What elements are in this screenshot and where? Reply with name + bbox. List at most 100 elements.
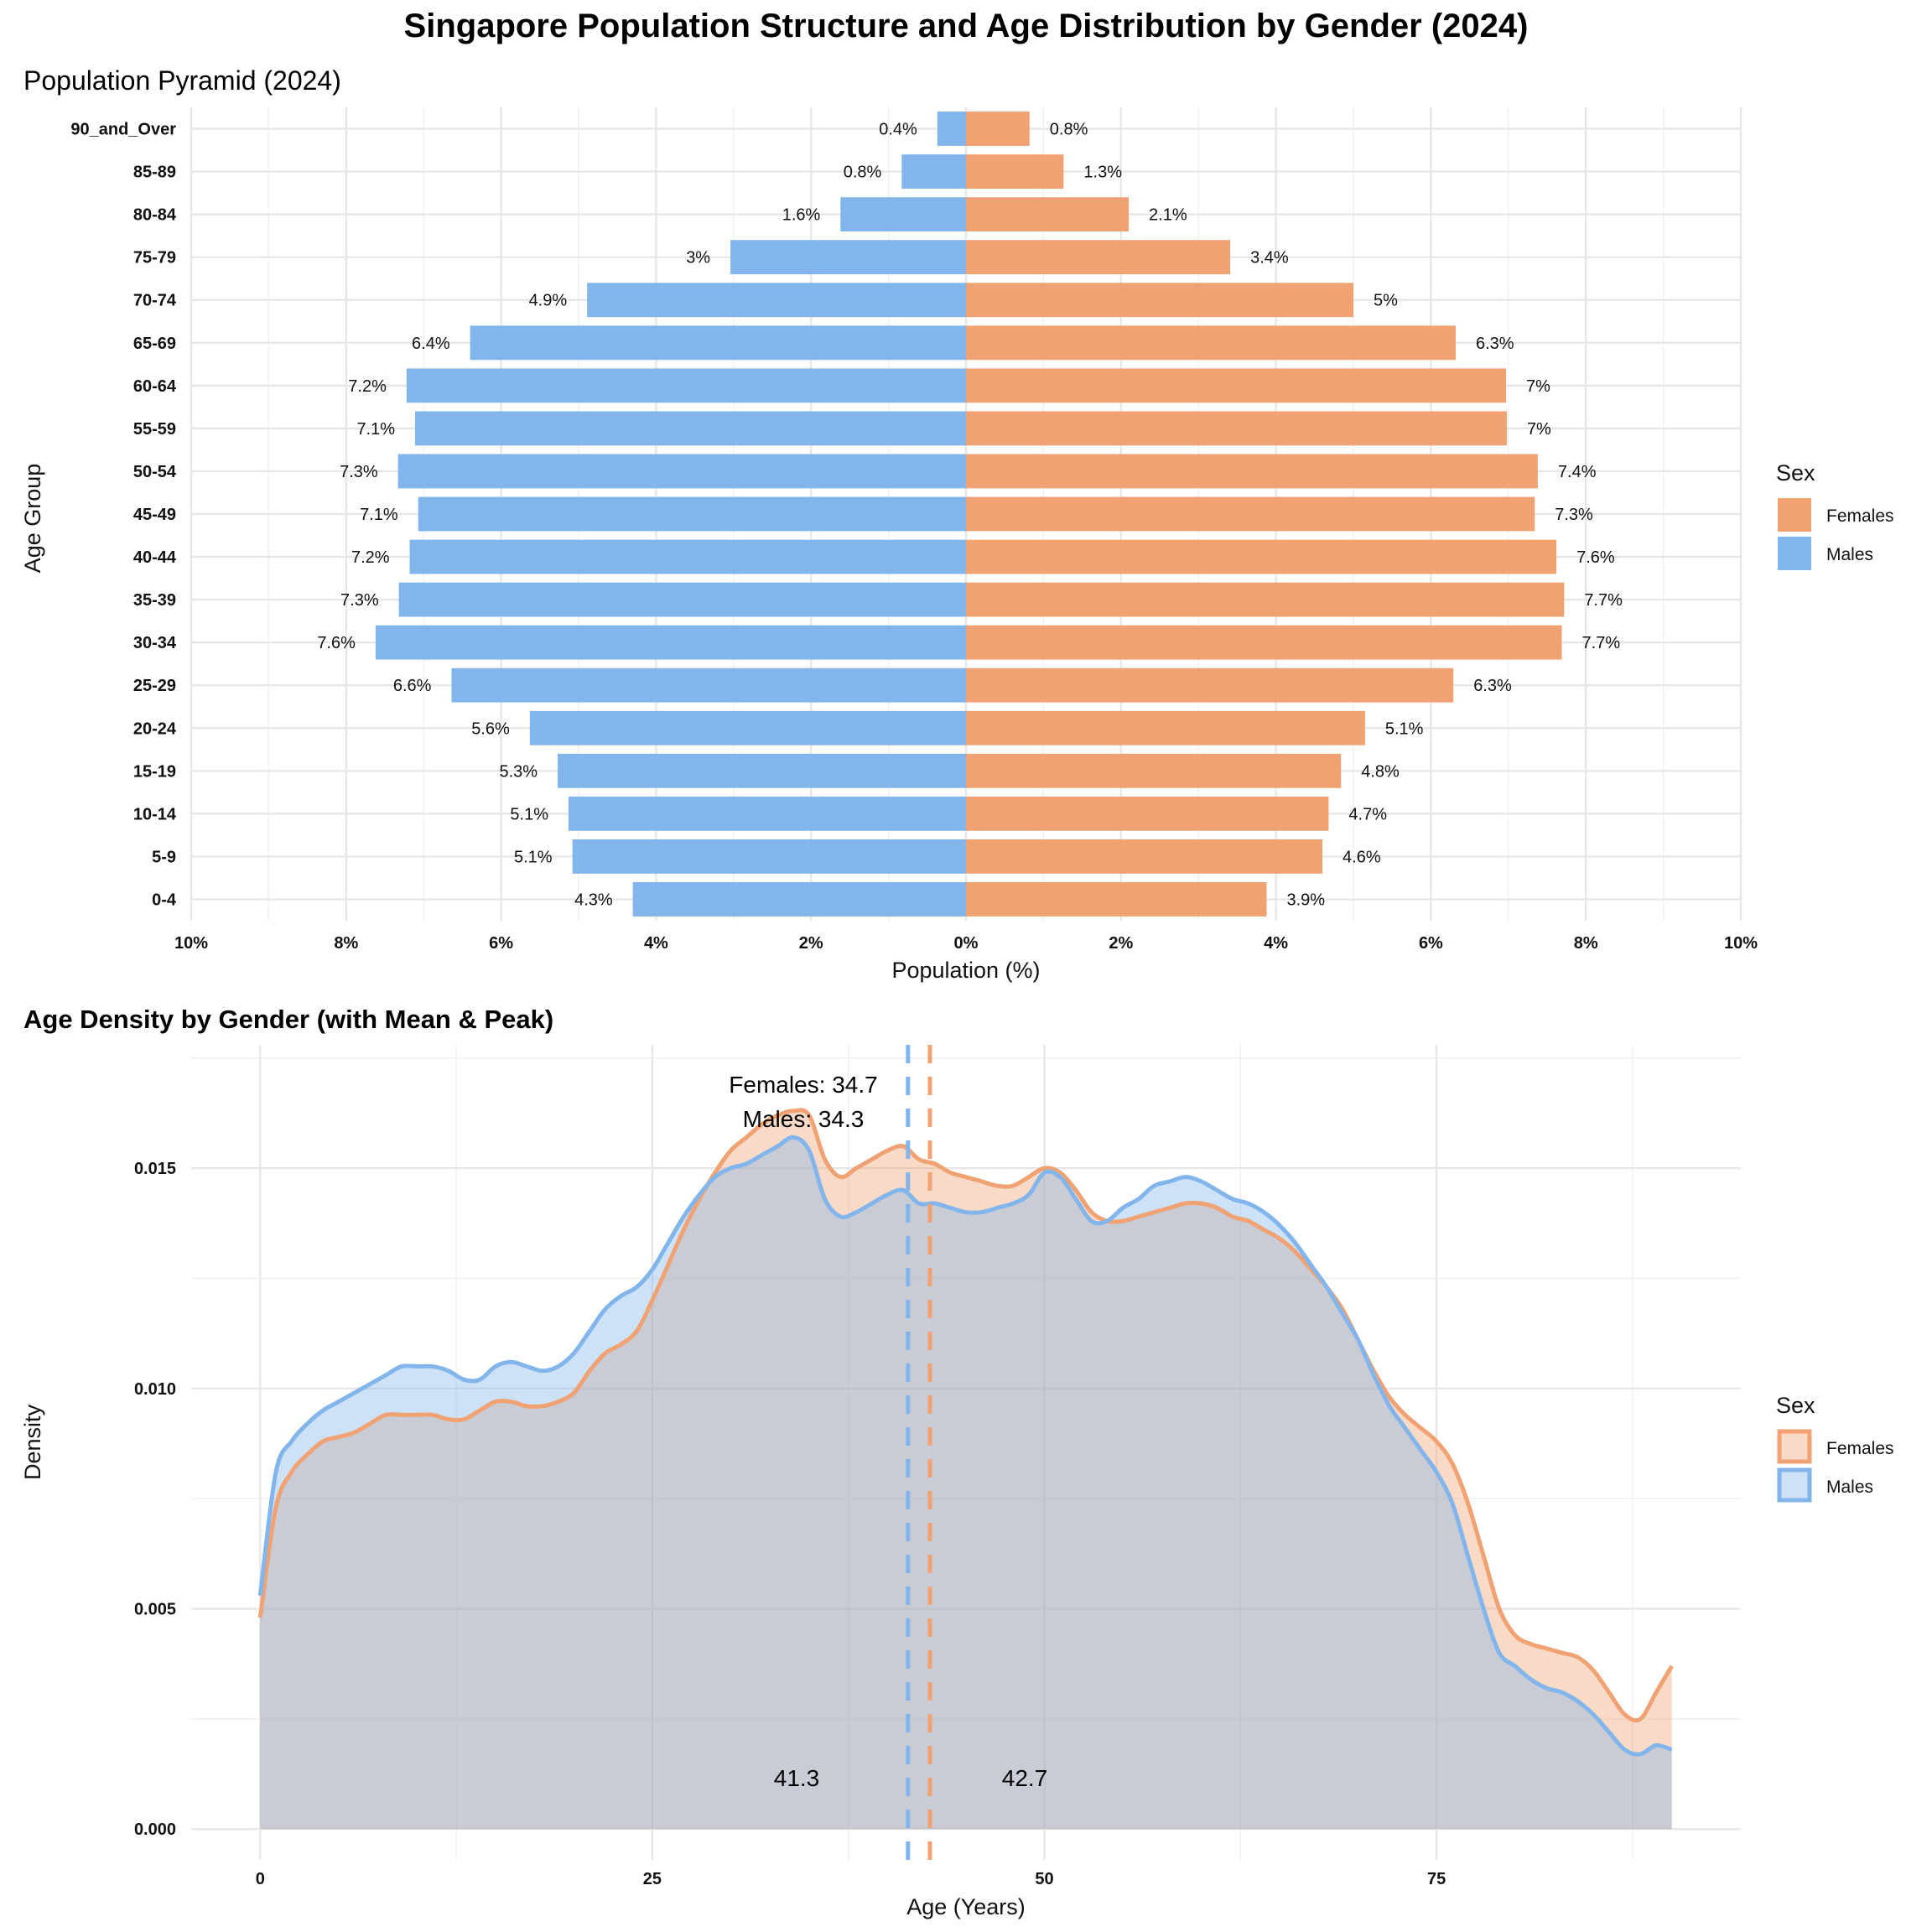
age-group-tick-label: 20-24	[133, 719, 177, 738]
female-bar-35-39	[966, 582, 1565, 617]
density-tick-label: 0.005	[134, 1601, 176, 1619]
density-legend-title: Sex	[1776, 1393, 1815, 1418]
male-bar-40-44	[409, 539, 966, 574]
density-line-males	[257, 1135, 1673, 1757]
female-bar-label: 6.3%	[1473, 677, 1512, 695]
male-bar-85-89	[901, 154, 966, 189]
pyramid-y-tick-labels: 0-4 5-9 10-14 15-19 20-24 25-29 30-34 35-39 40-4…	[70, 121, 177, 910]
population-tick-label: 4%	[644, 934, 668, 953]
male-bar-65-69	[470, 325, 966, 361]
population-tick-label: 2%	[1109, 934, 1133, 953]
population-tick-label: 8%	[334, 934, 358, 953]
age-group-tick-label: 60-64	[133, 377, 177, 396]
population-tick-label: 2%	[799, 934, 823, 953]
pyramid-y-axis-title: Age Group	[20, 464, 45, 574]
age-group-tick-label: 0-4	[152, 891, 177, 909]
female-bar-label: 3.4%	[1250, 249, 1289, 267]
female-bar-80-84	[966, 197, 1130, 232]
male-bar-label: 0.8%	[844, 164, 882, 182]
male-bar-35-39	[398, 582, 967, 617]
male-bar-15-19	[558, 753, 966, 788]
female-bar-label: 4.6%	[1343, 848, 1381, 866]
female-bar-label: 7%	[1526, 377, 1550, 396]
density-y-axis-title: Density	[20, 1404, 45, 1480]
females-mean-annotation: 42.7	[1002, 1765, 1048, 1791]
density-legend: Sex Females Males	[1776, 1393, 1894, 1503]
male-bar-70-74	[587, 283, 966, 318]
pyramid-x-axis-title: Population (%)	[891, 958, 1040, 983]
age-group-tick-label: 40-44	[133, 548, 177, 567]
female-bar-30-34	[966, 625, 1562, 660]
female-bar-65-69	[966, 325, 1456, 361]
population-tick-label: 10%	[1724, 934, 1758, 953]
pyramid-legend: Sex Females Males	[1776, 460, 1894, 570]
male-bar-label: 7.3%	[340, 591, 379, 610]
male-bar-label: 7.6%	[317, 634, 356, 652]
female-bar-label: 7.4%	[1558, 463, 1597, 481]
age-group-tick-label: 55-59	[133, 420, 176, 439]
male-bar-label: 7.3%	[340, 463, 378, 481]
female-bar-0-4	[966, 882, 1267, 917]
female-bar-label: 7%	[1527, 420, 1551, 439]
density-area-females	[260, 1109, 1672, 1830]
female-bar-60-64	[966, 368, 1507, 403]
male-bar-60-64	[406, 368, 966, 403]
male-bar-10-14	[568, 796, 966, 831]
density-mean-lines	[906, 1045, 932, 1860]
females-peak-annotation: Females: 34.7	[729, 1072, 877, 1098]
age-group-tick-label: 30-34	[133, 634, 177, 652]
female-bar-label: 6.3%	[1476, 335, 1514, 353]
male-bar-75-79	[730, 240, 966, 275]
age-group-tick-label: 35-39	[133, 591, 176, 610]
age-tick-label: 75	[1427, 1870, 1446, 1888]
density-y-tick-labels: 0.000 0.005 0.010 0.015	[134, 1160, 176, 1839]
female-bar-label: 4.7%	[1348, 805, 1387, 823]
density-legend-key-females	[1777, 1429, 1812, 1464]
female-bar-40-44	[966, 539, 1557, 574]
pyramid-x-tick-labels: 10% 8% 6% 4% 2% 0% 2% 4% 6% 8% 10%	[174, 934, 1758, 953]
male-bar-80-84	[840, 197, 966, 232]
female-bar-10-14	[966, 796, 1329, 831]
age-group-tick-label: 90_and_Over	[70, 121, 176, 139]
males-peak-annotation: Males: 34.3	[743, 1106, 865, 1132]
female-bar-5-9	[966, 839, 1323, 874]
pyramid-legend-key-females	[1778, 498, 1811, 532]
males-mean-annotation: 41.3	[774, 1765, 820, 1791]
density-gridlines	[191, 1045, 1741, 1860]
age-group-tick-label: 10-14	[133, 805, 177, 823]
male-bar-label: 4.9%	[529, 292, 568, 310]
female-bar-15-19	[966, 753, 1342, 788]
male-bar-0-4	[632, 882, 966, 917]
male-bar-20-24	[529, 710, 966, 745]
pyramid-bars	[375, 112, 1565, 917]
male-bar-label: 5.1%	[514, 848, 553, 866]
male-bar-label: 3%	[686, 249, 710, 267]
population-tick-label: 6%	[1419, 934, 1443, 953]
male-bar-55-59	[415, 411, 966, 446]
female-bar-label: 5%	[1374, 292, 1398, 310]
age-tick-label: 0	[256, 1870, 265, 1888]
male-bar-label: 7.2%	[348, 377, 387, 396]
male-bar-30-34	[375, 625, 966, 660]
male-bar-90_and_Over	[937, 112, 966, 146]
population-tick-label: 0%	[954, 934, 979, 953]
female-bar-55-59	[966, 411, 1507, 446]
density-x-tick-labels: 0 25 50 75	[256, 1870, 1446, 1888]
density-tick-label: 0.010	[134, 1380, 176, 1399]
female-bar-70-74	[966, 283, 1353, 318]
female-bar-label: 1.3%	[1083, 164, 1122, 182]
female-bar-25-29	[966, 667, 1454, 703]
age-group-tick-label: 45-49	[133, 506, 176, 524]
female-bar-label: 4.8%	[1361, 762, 1400, 781]
female-bar-50-54	[966, 454, 1538, 489]
density-tick-label: 0.000	[134, 1820, 176, 1839]
age-group-tick-label: 75-79	[133, 249, 176, 267]
male-bar-label: 7.1%	[360, 506, 398, 524]
pyramid-bar-labels: 3.9% 4.3% 4.6% 5.1% 4.7% 5.1% 4.8% 5.3% 5.1% 5.6%…	[317, 121, 1623, 910]
female-bar-label: 7.7%	[1584, 591, 1623, 610]
male-bar-5-9	[572, 839, 966, 874]
pyramid-subtitle: Population Pyramid (2024)	[23, 65, 341, 96]
male-bar-label: 4.3%	[574, 891, 613, 909]
population-tick-label: 10%	[174, 934, 208, 953]
